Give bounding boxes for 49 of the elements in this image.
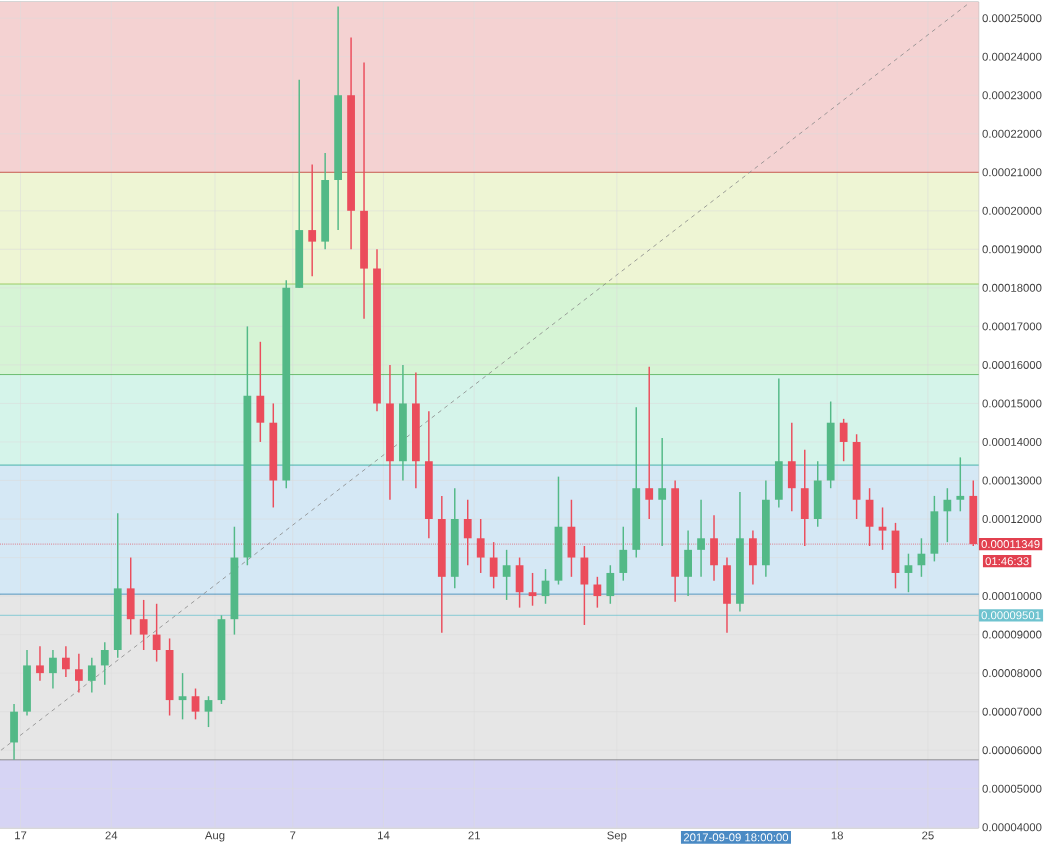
y-tick-label: 0.00014000	[982, 437, 1042, 446]
candlestick	[969, 479, 978, 547]
ref-line-label: 0.00009501	[981, 611, 1041, 620]
y-tick-label: 0.00020000	[982, 206, 1042, 215]
x-tick-label: 24	[105, 831, 118, 840]
x-tick-label: 17	[15, 831, 27, 840]
y-tick-label: 0.00022000	[982, 129, 1042, 138]
candlestick	[930, 495, 939, 563]
candlestick	[282, 279, 291, 489]
y-tick-label: 0.00007000	[982, 707, 1042, 716]
y-tick-label: 0.00010000	[982, 592, 1042, 601]
y-tick-label: 0.00015000	[982, 399, 1042, 408]
candlestick	[502, 549, 511, 601]
y-tick-label: 0.00016000	[982, 360, 1042, 369]
y-tick-label: 0.00004000	[982, 823, 1042, 832]
candlestick	[956, 456, 965, 513]
y-tick-label: 0.00021000	[982, 168, 1042, 177]
y-tick-label: 0.00012000	[982, 515, 1042, 524]
y-tick-label: 0.00019000	[982, 245, 1042, 254]
candlestick	[256, 341, 265, 443]
x-tick-label: 18	[831, 831, 843, 840]
x-tick-label: Sep	[607, 831, 627, 842]
y-tick-label: 0.00018000	[982, 283, 1042, 292]
candlestick	[632, 406, 641, 559]
x-tick-label: 14	[378, 831, 390, 840]
candlestick	[476, 518, 485, 574]
y-tick-label: 0.00006000	[982, 746, 1042, 755]
y-tick-label: 0.00024000	[982, 52, 1042, 61]
candlestick	[113, 512, 122, 659]
y-tick-label: 0.00008000	[982, 669, 1042, 678]
ref-line-label: 0.00011349	[981, 540, 1040, 549]
x-tick-label: 7	[290, 831, 296, 840]
y-tick-label: 0.00017000	[982, 322, 1042, 331]
x-tick-label: 21	[468, 831, 480, 840]
candlestick	[243, 325, 252, 566]
x-tick-label: 25	[922, 831, 934, 840]
x-tick-label: Aug	[204, 831, 225, 842]
candlestick	[126, 556, 135, 636]
candlestick	[800, 448, 809, 547]
candlestick	[852, 433, 861, 520]
y-tick-label: 0.00023000	[982, 91, 1042, 100]
text: 01:46:33	[985, 557, 1029, 566]
y-tick-label: 0.00013000	[982, 476, 1042, 485]
candlestick	[139, 599, 148, 651]
y-tick-label: 0.00005000	[982, 784, 1042, 793]
candlestick	[813, 460, 822, 528]
y-tick-label: 0.00009000	[982, 630, 1042, 639]
y-tick-label: 0.00025000	[982, 14, 1042, 23]
text: 2017-09-09 18:00:00	[683, 833, 789, 842]
